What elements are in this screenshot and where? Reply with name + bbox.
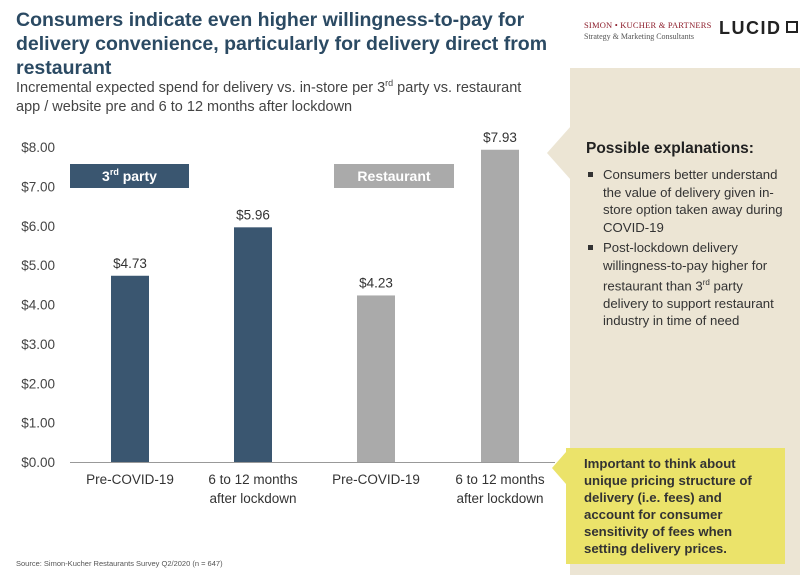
x-tick-label: Pre-COVID-19 [332,472,420,487]
callout-box: Important to think about unique pricing … [566,448,785,564]
slide-title: Consumers indicate even higher willingne… [16,9,548,79]
source-note: Source: Simon-Kucher Restaurants Survey … [16,559,223,568]
bar [357,295,395,462]
x-tick-label: Pre-COVID-19 [86,472,174,487]
lucid-logo: LUCID [719,18,798,39]
bar [234,227,272,462]
x-tick-label: 6 to 12 months after lockdown [455,472,545,506]
chart-subtitle: Incremental expected spend for delivery … [16,74,546,117]
simon-kucher-logo-tagline: Strategy & Marketing Consultants [584,32,694,41]
bar-chart: $0.00 $1.00 $2.00 $3.00 $4.00 $5.00 $6.00 $7.00… [21,130,555,506]
simon-kucher-logo: SIMON • KUCHER & PARTNERS Strategy & Mar… [584,20,716,41]
lucid-logo-text: LUCID [719,18,782,38]
data-label: $4.73 [113,256,147,271]
explanations-list: Consumers better understand the value of… [586,166,786,330]
explanation-item: Consumers better understand the value of… [586,166,786,236]
explanations-heading: Possible explanations: [586,140,754,157]
group-label-box [334,164,454,188]
subtitle-sup: rd [385,78,394,88]
explanations: Possible explanations: Consumers better … [586,140,786,333]
explanation-item-2-part1: Post-lockdown delivery willingness-to-pa… [603,240,768,294]
data-label: $5.96 [236,207,270,222]
group-label: 3rd party [102,167,157,184]
callout-text: Important to think about unique pricing … [584,456,752,556]
y-tick-label: $4.00 [21,298,55,313]
callout-pointer [552,452,566,484]
subtitle-part2: party vs. restaurant app / website pre a… [16,79,522,115]
lucid-logo-square-icon [785,21,798,34]
explanation-item-2-part2: party delivery to support restaurant ind… [603,278,774,329]
explanations-panel-pointer [547,126,571,180]
y-tick-label: $2.00 [21,376,55,391]
group-label: Restaurant [357,168,430,184]
simon-kucher-logo-name: SIMON • KUCHER & PARTNERS [584,20,712,30]
y-tick-label: $7.00 [21,179,55,194]
explanation-item-1-text: Consumers better understand the value of… [603,167,783,235]
explanation-item-2-sup: rd [702,278,710,287]
y-tick-label: $6.00 [21,219,55,234]
bar [481,149,519,462]
y-tick-label: $8.00 [21,140,55,155]
y-tick-label: $5.00 [21,258,55,273]
subtitle-part1: Incremental expected spend for delivery … [16,79,386,96]
x-tick-label: 6 to 12 months after lockdown [208,472,298,506]
group-label-box [70,164,189,188]
bar [111,275,149,462]
y-tick-label: $0.00 [21,455,55,470]
data-label: $4.23 [359,275,393,290]
explanation-item: Post-lockdown delivery willingness-to-pa… [586,239,786,330]
y-tick-label: $1.00 [21,416,55,431]
data-label: $7.93 [483,130,517,145]
y-tick-label: $3.00 [21,337,55,352]
